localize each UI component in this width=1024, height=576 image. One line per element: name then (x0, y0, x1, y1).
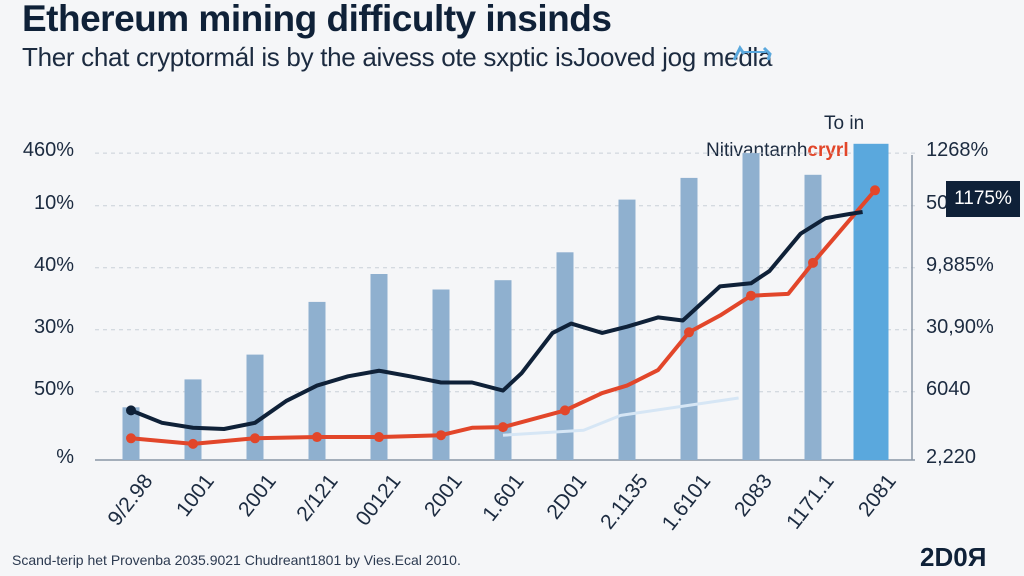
bar (432, 289, 450, 460)
red-line-marker (374, 432, 384, 443)
red-line-marker (436, 430, 446, 441)
red-line-marker (188, 438, 198, 449)
left-axis-tick-label: % (56, 446, 74, 468)
bar (370, 274, 388, 460)
red-line-marker (312, 432, 322, 443)
right-axis-tick-label: 2,220 (926, 446, 977, 468)
arrows-swap-icon (732, 45, 772, 61)
left-axis-tick-label: 460% (22, 139, 74, 162)
value-callout: 1175% (946, 181, 1020, 217)
dark-line (130, 210, 863, 431)
red-line-marker (498, 422, 508, 433)
right-axis-tick-label: 6040 (926, 377, 971, 400)
chart-subtitle: Ther chat cryptormál is by the aivess ot… (22, 42, 773, 72)
red-line (130, 189, 877, 446)
left-axis-tick-label: 40% (33, 253, 74, 276)
bar (494, 280, 512, 460)
annotation-text: Nitivantarnh (706, 140, 808, 161)
red-line-marker (560, 405, 570, 416)
red-line-marker (684, 327, 694, 338)
left-axis-tick-label: 30% (33, 315, 74, 338)
light-line (502, 396, 739, 437)
bar (742, 153, 760, 460)
annotation-legend: Nitivantarnhcryrl (706, 140, 849, 162)
annotation-highlight: cryrl (807, 140, 849, 161)
right-axis-tick-label: 50 (926, 191, 949, 214)
annotation-top: To in (824, 113, 865, 134)
red-line-marker (870, 185, 880, 196)
right-axis-tick-label: 9,885% (926, 253, 994, 276)
right-axis-tick-label: 30,90% (926, 315, 994, 338)
red-line-marker (126, 433, 136, 444)
bar (680, 177, 698, 460)
bar (246, 354, 264, 460)
chart-title: Ethereum mining difficulty insinds (22, 0, 612, 39)
left-axis-tick-label: 50% (33, 377, 74, 400)
right-axis-tick-label: 1268% (926, 139, 989, 162)
bar (804, 174, 822, 461)
left-axis-tick-label: 10% (33, 191, 74, 214)
source-note: Scand-terip het Provenba 2035.9021 Chudr… (12, 552, 461, 568)
bar (184, 379, 202, 460)
logo: 2D0Я (920, 542, 987, 572)
bar (556, 252, 574, 460)
red-line-marker (808, 257, 818, 268)
red-line-marker (746, 290, 756, 301)
bar (308, 301, 326, 460)
dark-line-marker (126, 405, 136, 416)
red-line-marker (250, 433, 260, 444)
bar (618, 199, 636, 460)
